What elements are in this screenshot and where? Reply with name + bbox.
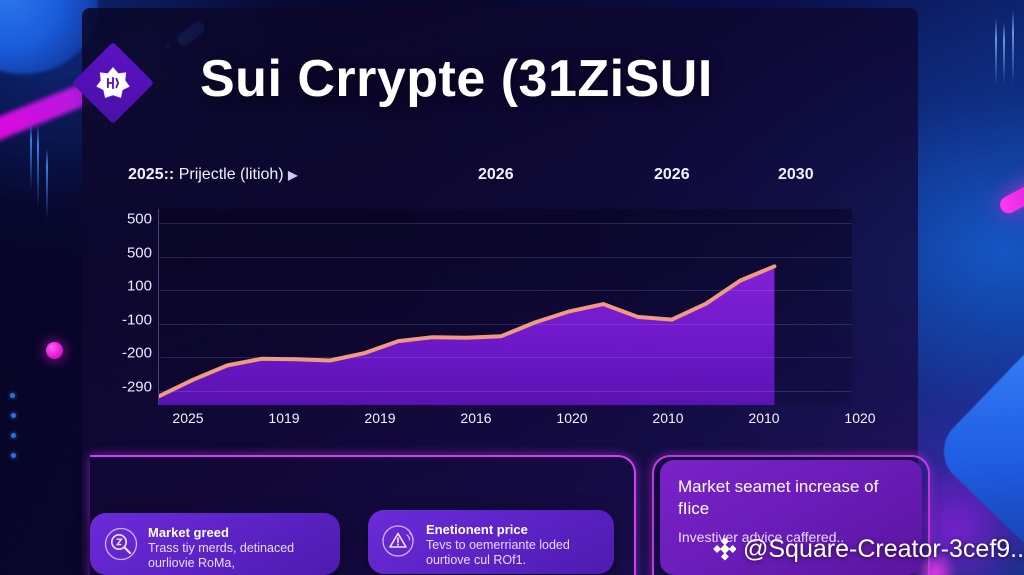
- chart-mark-2: 2026: [654, 166, 690, 183]
- card-body: Trass tiy merds, detinaced ourliovie RoM…: [148, 541, 295, 570]
- y-axis-tick: -200: [121, 344, 152, 362]
- blue-line-decoration: [37, 124, 39, 208]
- chart-mark-1: 2026: [478, 166, 514, 183]
- small-blue-dot-decoration: [11, 413, 16, 418]
- chart-primary-title: Prijectle (litioh): [178, 166, 284, 183]
- neon-frame-left: [90, 455, 636, 575]
- small-blue-dot-decoration: [11, 433, 16, 438]
- creator-watermark: @Square-Creator-3cef9...: [712, 533, 1024, 565]
- card-title: Enetionent price: [426, 522, 528, 537]
- chart-primary-label: 2025:: Prijectle (litioh) ▶: [128, 166, 297, 184]
- logo-star-glyph: [96, 67, 130, 99]
- chart-gridline: [159, 223, 852, 224]
- x-axis-tick: 1020: [844, 410, 876, 426]
- x-axis-tick: 2019: [364, 410, 396, 426]
- card-title: Market greed: [148, 525, 229, 540]
- chart-header-row: 2025:: Prijectle (litioh) ▶ 2026 2026 20…: [128, 166, 888, 194]
- magenta-pill-decoration: [997, 176, 1024, 217]
- chart-gridline: [159, 323, 852, 325]
- sui-diamond-logo: [67, 37, 159, 129]
- page-title: Sui Crrypte (31ZiSUI: [200, 50, 713, 108]
- neon-frame-right: [652, 455, 930, 575]
- x-axis-tick: 2016: [460, 410, 492, 426]
- chart-gridline: [159, 391, 852, 392]
- chart-gridline: [159, 357, 852, 359]
- small-blue-dot-decoration: [10, 393, 15, 398]
- chart-series-svg: [159, 264, 777, 405]
- highlight-card-market-sentiment[interactable]: Market seamet increase of fIice Investiv…: [660, 460, 922, 575]
- chart-primary-year: 2025::: [128, 166, 175, 183]
- card-text-block: Market greed Trass tiy merds, detinaced …: [148, 525, 326, 570]
- blue-line-decoration: [995, 18, 997, 86]
- x-axis-tick-labels: 2025 1019 2019 2016 1020 2010 2010 1020: [146, 410, 890, 432]
- blue-line-decoration: [1012, 10, 1014, 84]
- binance-diamond-icon: [713, 537, 736, 561]
- watermark-text: @Square-Creator-3cef9...: [743, 534, 1024, 563]
- y-axis-tick: 500: [126, 210, 152, 228]
- x-axis-tick: 1019: [268, 410, 300, 426]
- chart-plot-area: [158, 209, 852, 405]
- y-axis-tick: 100: [126, 277, 152, 295]
- info-card-market-greed[interactable]: Market greed Trass tiy merds, detinaced …: [90, 513, 340, 575]
- chart-gridline: [159, 290, 852, 292]
- x-axis-tick: 1020: [556, 410, 588, 426]
- small-blue-dot-decoration: [11, 453, 16, 458]
- x-axis-tick: 2025: [172, 410, 204, 426]
- y-axis-tick: -290: [121, 378, 152, 396]
- card-body: Tevs to oemerriante loded ourtiove cul R…: [426, 538, 570, 567]
- highlight-card-title: Market seamet increase of fIice: [678, 477, 879, 518]
- blue-line-decoration: [1003, 22, 1005, 84]
- x-axis-tick: 2010: [652, 410, 684, 426]
- highlight-card-body: Investiver advice caffered..: [678, 529, 845, 545]
- blue-line-decoration: [46, 148, 48, 220]
- chart-mark-3: 2030: [778, 166, 814, 183]
- y-axis-tick-labels: 500 500 100 -100 -200 -290: [100, 205, 152, 401]
- x-axis-tick: 2010: [748, 410, 780, 426]
- warning-triangle-icon: [382, 525, 414, 557]
- info-card-enetionent-price[interactable]: Enetionent price Tevs to oemerriante lod…: [368, 510, 614, 574]
- projection-area-chart: 500 500 100 -100 -200 -290 2025 1019 2019 2016 10…: [100, 205, 890, 435]
- magenta-dot-decoration: [46, 342, 63, 359]
- chart-gridline: [159, 256, 852, 258]
- y-axis-tick: 500: [126, 244, 152, 262]
- y-axis-tick: -100: [121, 311, 152, 329]
- card-text-block: Enetionent price Tevs to oemerriante lod…: [426, 522, 600, 567]
- search-magnifier-icon: [104, 527, 138, 561]
- blue-line-decoration: [30, 124, 32, 190]
- caret-right-icon[interactable]: ▶: [288, 168, 298, 182]
